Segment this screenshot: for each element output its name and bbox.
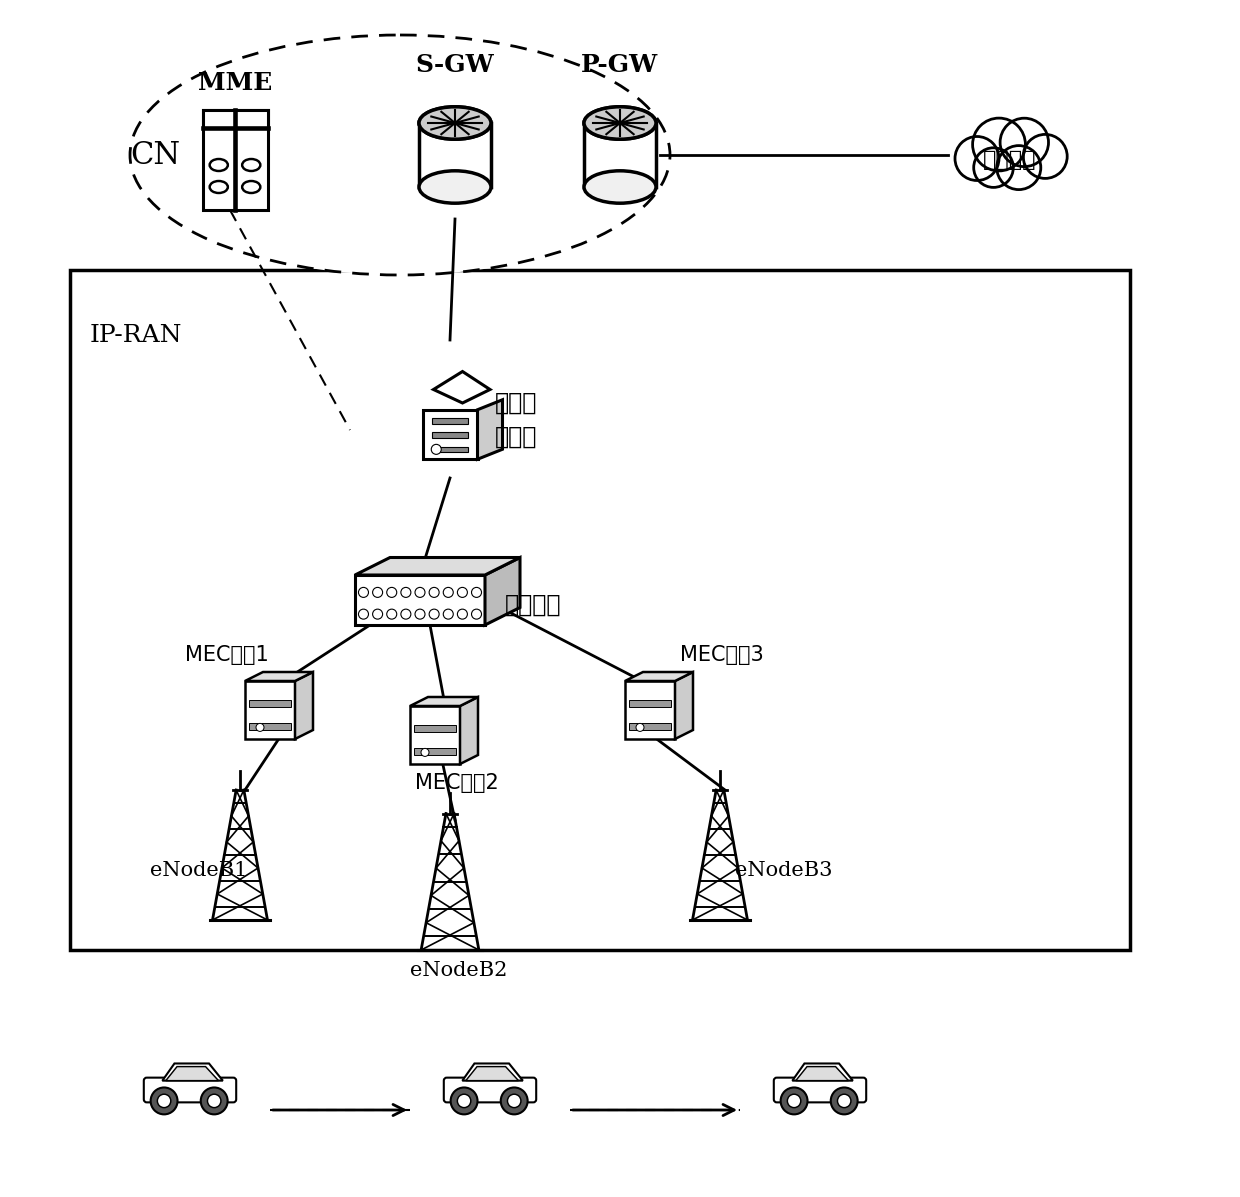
Polygon shape bbox=[295, 672, 312, 739]
Circle shape bbox=[787, 1094, 801, 1107]
Circle shape bbox=[387, 609, 397, 619]
Ellipse shape bbox=[210, 181, 228, 193]
Bar bbox=[249, 699, 291, 706]
FancyBboxPatch shape bbox=[144, 1077, 236, 1102]
Circle shape bbox=[358, 609, 368, 619]
Bar bbox=[410, 706, 460, 764]
Circle shape bbox=[443, 588, 454, 597]
Bar bbox=[584, 123, 656, 187]
Polygon shape bbox=[460, 697, 477, 764]
Circle shape bbox=[429, 588, 439, 597]
FancyBboxPatch shape bbox=[444, 1077, 536, 1102]
Polygon shape bbox=[162, 1063, 223, 1081]
Circle shape bbox=[201, 1088, 228, 1114]
Bar bbox=[419, 123, 491, 187]
Text: 中心处
理节点: 中心处 理节点 bbox=[495, 391, 537, 449]
Text: MEC节点1: MEC节点1 bbox=[185, 645, 269, 666]
Circle shape bbox=[432, 444, 441, 455]
Polygon shape bbox=[434, 371, 490, 403]
Bar bbox=[246, 681, 295, 739]
Text: IP-RAN: IP-RAN bbox=[91, 323, 182, 346]
Circle shape bbox=[471, 588, 481, 597]
Text: eNodeB2: eNodeB2 bbox=[410, 960, 507, 979]
Circle shape bbox=[401, 609, 410, 619]
Ellipse shape bbox=[242, 159, 260, 171]
Circle shape bbox=[387, 588, 397, 597]
Bar bbox=[423, 409, 477, 460]
Polygon shape bbox=[246, 672, 312, 681]
Circle shape bbox=[507, 1094, 521, 1107]
Circle shape bbox=[422, 748, 429, 757]
Circle shape bbox=[458, 1094, 471, 1107]
Ellipse shape bbox=[584, 107, 656, 139]
Text: P-GW: P-GW bbox=[582, 53, 658, 77]
Bar bbox=[432, 446, 467, 452]
Text: 车辆网云: 车辆网云 bbox=[983, 150, 1037, 170]
Polygon shape bbox=[792, 1063, 853, 1081]
Bar bbox=[249, 723, 291, 730]
Ellipse shape bbox=[130, 35, 670, 275]
Circle shape bbox=[415, 609, 425, 619]
Circle shape bbox=[372, 609, 383, 619]
Circle shape bbox=[443, 609, 454, 619]
Ellipse shape bbox=[584, 107, 656, 139]
Text: eNodeB1: eNodeB1 bbox=[150, 861, 248, 880]
Bar bbox=[629, 723, 671, 730]
Circle shape bbox=[150, 1088, 177, 1114]
Circle shape bbox=[501, 1088, 528, 1114]
Bar bbox=[432, 418, 467, 424]
Polygon shape bbox=[466, 1067, 518, 1081]
Polygon shape bbox=[166, 1067, 218, 1081]
Circle shape bbox=[471, 609, 481, 619]
Bar bbox=[202, 110, 268, 128]
Text: MEC节点3: MEC节点3 bbox=[680, 645, 764, 666]
Text: MEC节点2: MEC节点2 bbox=[415, 773, 498, 792]
Text: 汇聚节点: 汇聚节点 bbox=[505, 593, 562, 616]
Circle shape bbox=[831, 1088, 858, 1114]
Bar bbox=[629, 699, 671, 706]
Text: eNodeB3: eNodeB3 bbox=[735, 861, 832, 880]
Circle shape bbox=[837, 1094, 851, 1107]
Bar bbox=[432, 432, 467, 438]
Text: MME: MME bbox=[198, 71, 272, 95]
Polygon shape bbox=[355, 558, 520, 575]
Polygon shape bbox=[477, 400, 502, 460]
Ellipse shape bbox=[419, 107, 491, 139]
Ellipse shape bbox=[419, 171, 491, 203]
Circle shape bbox=[636, 723, 644, 731]
Circle shape bbox=[781, 1088, 807, 1114]
Ellipse shape bbox=[584, 171, 656, 203]
Bar bbox=[69, 271, 1130, 950]
Ellipse shape bbox=[419, 107, 491, 139]
Ellipse shape bbox=[242, 181, 260, 193]
Circle shape bbox=[207, 1094, 221, 1107]
Bar bbox=[414, 724, 456, 731]
Polygon shape bbox=[625, 672, 693, 681]
Polygon shape bbox=[796, 1067, 848, 1081]
Circle shape bbox=[458, 609, 467, 619]
Circle shape bbox=[458, 588, 467, 597]
Ellipse shape bbox=[210, 159, 228, 171]
Circle shape bbox=[372, 588, 383, 597]
Bar bbox=[625, 681, 675, 739]
FancyBboxPatch shape bbox=[774, 1077, 867, 1102]
Text: S-GW: S-GW bbox=[415, 53, 495, 77]
Circle shape bbox=[450, 1088, 477, 1114]
Polygon shape bbox=[410, 697, 477, 706]
Circle shape bbox=[358, 588, 368, 597]
Circle shape bbox=[255, 723, 264, 731]
Circle shape bbox=[429, 609, 439, 619]
Circle shape bbox=[157, 1094, 171, 1107]
Circle shape bbox=[415, 588, 425, 597]
Polygon shape bbox=[463, 1063, 523, 1081]
Polygon shape bbox=[675, 672, 693, 739]
Bar bbox=[355, 575, 485, 625]
Text: CN: CN bbox=[130, 140, 180, 170]
Bar bbox=[414, 748, 456, 755]
Circle shape bbox=[401, 588, 410, 597]
Bar bbox=[202, 110, 268, 209]
Polygon shape bbox=[485, 558, 520, 625]
